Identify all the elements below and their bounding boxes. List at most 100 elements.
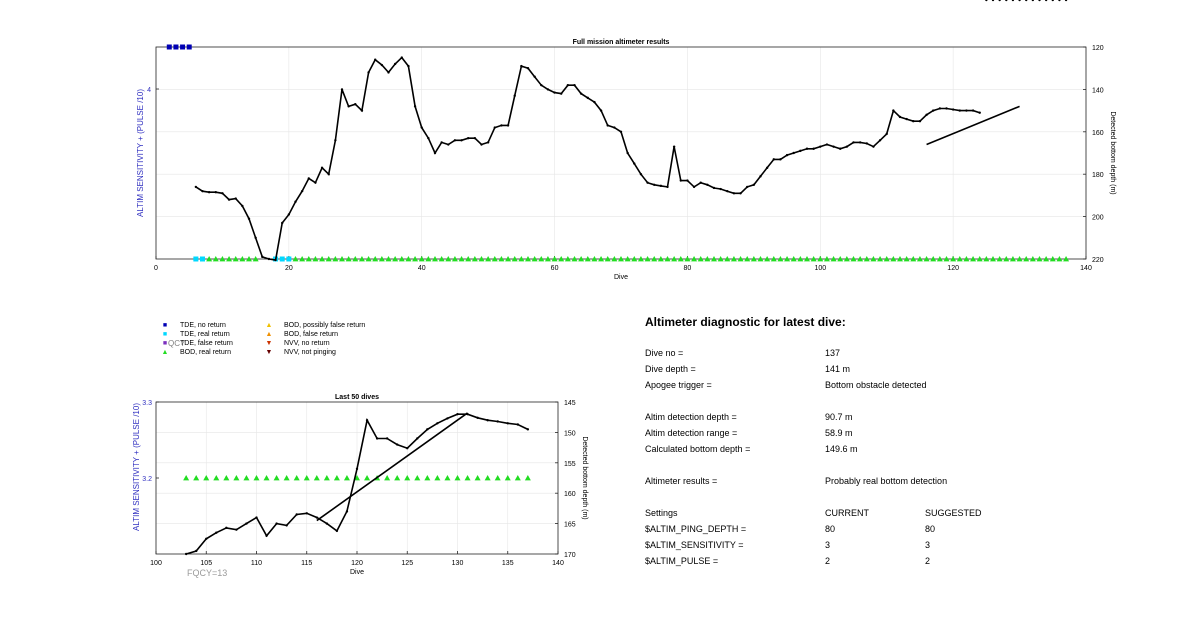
ping-depth-label: $ALTIM_PING_DEPTH = (645, 524, 747, 534)
bod-real-return-marker (531, 256, 538, 262)
bod-real-return-marker (737, 256, 744, 262)
bod-real-return-marker (843, 256, 850, 262)
bod-real-return-marker (392, 256, 399, 262)
bottom-chart-markers (183, 475, 531, 481)
depth-point (719, 187, 722, 191)
depth-point (393, 62, 397, 66)
depth-point (493, 126, 496, 129)
sensitivity-label: $ALTIM_SENSITIVITY = (645, 540, 744, 550)
depth-point (227, 198, 231, 201)
bod-real-return-marker (524, 475, 531, 481)
top-chart-depth-line (194, 0, 1068, 262)
dive-depth-label: Dive depth = (645, 364, 696, 374)
bod-real-return-marker (405, 256, 412, 262)
bod-real-return-marker (591, 256, 598, 262)
x-tick-label: 60 (551, 265, 559, 272)
depth-point (307, 177, 310, 180)
bod-real-return-marker (651, 256, 658, 262)
depth-point (420, 126, 423, 129)
bod-real-return-marker (352, 256, 359, 262)
bod-real-return-marker (538, 256, 545, 262)
depth-point (334, 139, 337, 142)
bod-real-return-marker (916, 256, 923, 262)
y-tick-label-left: 3.3 (142, 400, 152, 407)
depth-point (513, 94, 516, 97)
bod-real-return-marker (273, 475, 280, 481)
depth-point (315, 516, 318, 519)
bod-real-return-marker (498, 256, 505, 262)
depth-series-line (195, 56, 980, 262)
top-chart-frame (155, 46, 1087, 260)
depth-point (613, 126, 616, 129)
depth-point (261, 255, 264, 259)
bod-real-return-marker (544, 256, 551, 262)
bod-real-return-marker (1049, 256, 1056, 262)
depth-point (245, 522, 248, 525)
depth-point (706, 183, 709, 186)
depth-point (626, 151, 629, 155)
depth-point (516, 423, 519, 426)
top-chart-markers (166, 44, 1070, 262)
depth-point (752, 183, 756, 186)
depth-point (599, 109, 603, 112)
bod-real-return-marker (883, 256, 890, 262)
depth-point (496, 420, 499, 423)
x-tick-label: 105 (200, 560, 212, 567)
bod-real-return-marker (504, 475, 511, 481)
depth-point (467, 136, 470, 140)
depth-point (241, 204, 244, 208)
bod-real-return-marker (478, 256, 485, 262)
depth-point (426, 428, 429, 431)
bod-real-return-marker (319, 256, 326, 262)
y-tick-label-right: 150 (564, 430, 576, 437)
top-chart-title: Full mission altimeter results (573, 39, 670, 46)
depth-point (406, 447, 409, 450)
bod-real-return-marker (837, 256, 844, 262)
depth-point (619, 130, 623, 133)
depth-point (367, 71, 370, 74)
bod-real-return-marker (494, 475, 501, 481)
depth-point (413, 105, 417, 108)
depth-point (221, 192, 224, 195)
depth-point (247, 217, 251, 220)
y-tick-label-right: 155 (564, 461, 576, 468)
bottom-chart-left-yticks: 3.2 3.3 (142, 400, 159, 483)
depth-point (201, 189, 204, 193)
depth-point (819, 145, 822, 148)
depth-point (892, 109, 895, 112)
tde-real-return-marker (286, 256, 292, 262)
depth-point (686, 179, 689, 182)
x-tick-label: 100 (150, 560, 162, 567)
depth-point (400, 56, 403, 59)
det-range-value: 58.9 m (825, 428, 853, 438)
depth-point (912, 120, 915, 123)
bod-real-return-marker (970, 256, 977, 262)
depth-point (234, 197, 237, 200)
bod-real-return-marker (611, 256, 618, 262)
depth-point (235, 528, 238, 531)
bottom-chart-xticks: 100 105 110 115 120 125 130 135 140 (150, 551, 564, 567)
bod-real-return-marker (303, 475, 310, 481)
bod-real-return-marker (850, 256, 857, 262)
bod-real-return-marker (976, 256, 983, 262)
depth-point (779, 158, 782, 161)
depth-point (500, 124, 503, 127)
results-label: Altimeter results = (645, 476, 718, 486)
depth-point (275, 522, 278, 525)
x-tick-label: 135 (502, 560, 514, 567)
bod-real-return-marker (484, 475, 491, 481)
calc-depth-value: 149.6 m (825, 444, 858, 454)
tde-no-return-marker (173, 44, 179, 50)
depth-point (573, 83, 576, 87)
bod-real-return-marker (1003, 256, 1010, 262)
legend-label: BOD, real return (180, 349, 231, 356)
bod-real-return-marker (212, 256, 219, 262)
bod-real-return-marker (711, 256, 717, 262)
depth-point (918, 120, 922, 123)
y-tick-label-right: 145 (564, 400, 576, 407)
depth-point (653, 183, 656, 186)
y-tick-label-right: 170 (564, 552, 576, 559)
legend-overlay-text: QCY (168, 339, 186, 348)
bod-real-return-marker (239, 256, 246, 262)
depth-point (205, 537, 208, 540)
